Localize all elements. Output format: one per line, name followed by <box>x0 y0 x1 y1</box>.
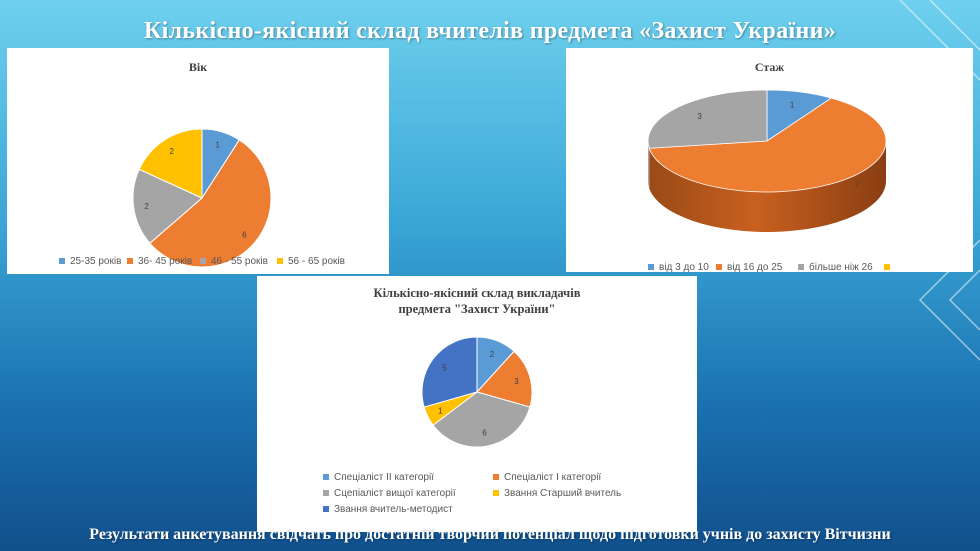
legend-item <box>884 262 895 273</box>
legend-label: більше ніж 26 <box>809 262 873 273</box>
legend-swatch <box>493 474 499 481</box>
data-label: 3 <box>697 112 702 121</box>
legend-swatch <box>716 264 722 271</box>
data-label: 1 <box>438 406 443 415</box>
legend-swatch <box>798 264 804 271</box>
legend-label: Звання Старший вчитель <box>504 488 622 499</box>
legend-swatch <box>59 258 65 265</box>
data-label: 3 <box>514 377 519 386</box>
legend-label: від 16 до 25 <box>727 262 783 273</box>
pie-slice <box>476 350 533 408</box>
pie-slice-side <box>649 141 886 233</box>
legend-swatch <box>323 506 329 513</box>
legend-label: Спеціаліст І категорії <box>504 472 602 483</box>
slide-title: Кількісно-якісний склад вчителів предмет… <box>143 18 837 44</box>
data-label: 2 <box>490 350 495 359</box>
legend-item: 36- 45 років <box>127 256 192 267</box>
pie-slice <box>647 89 768 149</box>
slide-footer: Результати анкетування свідчать про дост… <box>89 526 891 543</box>
data-label: 1 <box>790 100 795 109</box>
legend-item: 25-35 років <box>59 256 121 267</box>
legend-swatch <box>884 264 890 271</box>
legend-swatch <box>323 490 329 497</box>
legend-swatch <box>493 490 499 497</box>
legend-label: Спеціаліст ІІ категорії <box>334 472 434 483</box>
legend-label: від 3 до 10 <box>659 262 709 273</box>
legend-label: 36- 45 років <box>138 256 193 267</box>
qualification-chart-title: Кількісно-якісний склад викладачів предм… <box>373 286 581 316</box>
legend-label: 25-35 років <box>70 256 122 267</box>
pie-slice <box>138 128 203 199</box>
legend-label: 56 - 65 років <box>288 256 345 267</box>
legend-item: Звання Старший вчитель <box>493 488 621 499</box>
pie-slice <box>149 139 272 268</box>
data-label: 1 <box>216 140 221 149</box>
pie-slice-side <box>648 141 650 189</box>
legend-item: 56 - 65 років <box>277 256 345 267</box>
legend-item: Сцепіаліст вищої категорії <box>323 488 456 499</box>
experience-pie-chart: 1 7 3 <box>647 89 887 233</box>
pie-slice <box>648 97 887 193</box>
data-label: 2 <box>169 147 174 156</box>
legend-item: більше ніж 26 <box>798 262 873 273</box>
legend-item: Спеціаліст ІІ категорії <box>323 472 434 483</box>
data-label: 5 <box>442 363 447 372</box>
data-label: 6 <box>242 231 247 240</box>
legend-item: 46 - 55 років <box>200 256 268 267</box>
legend-item: Спеціаліст І категорії <box>493 472 601 483</box>
legend-item: від 3 до 10 <box>648 262 709 273</box>
qualification-chart-panel: Кількісно-якісний склад викладачів предм… <box>257 276 697 532</box>
pie-slice <box>421 336 478 408</box>
pie-slice <box>132 168 203 244</box>
experience-chart-title: Стаж <box>754 60 785 74</box>
legend-item: Звання вчитель-методист <box>323 504 453 515</box>
age-chart-title: Вік <box>188 60 208 74</box>
legend-swatch <box>277 258 283 265</box>
qualification-pie-chart: 2 3 6 1 5 <box>421 336 533 448</box>
data-label: 2 <box>144 202 149 211</box>
legend-swatch <box>127 258 133 265</box>
data-label: 7 <box>855 180 860 189</box>
pie-slice <box>432 391 531 448</box>
experience-chart-panel: Стаж 1 7 3 від 3 до 10 від 16 до 25 більше… <box>566 48 973 273</box>
legend-label: 46 - 55 років <box>211 256 268 267</box>
legend-item: від 16 до 25 <box>716 262 782 273</box>
legend-swatch <box>323 474 329 481</box>
legend-swatch <box>200 258 206 265</box>
data-label: 6 <box>482 428 487 437</box>
legend-label: Сцепіаліст вищої категорії <box>334 488 456 499</box>
legend-label: Звання вчитель-методист <box>334 504 453 515</box>
legend-swatch <box>648 264 654 271</box>
